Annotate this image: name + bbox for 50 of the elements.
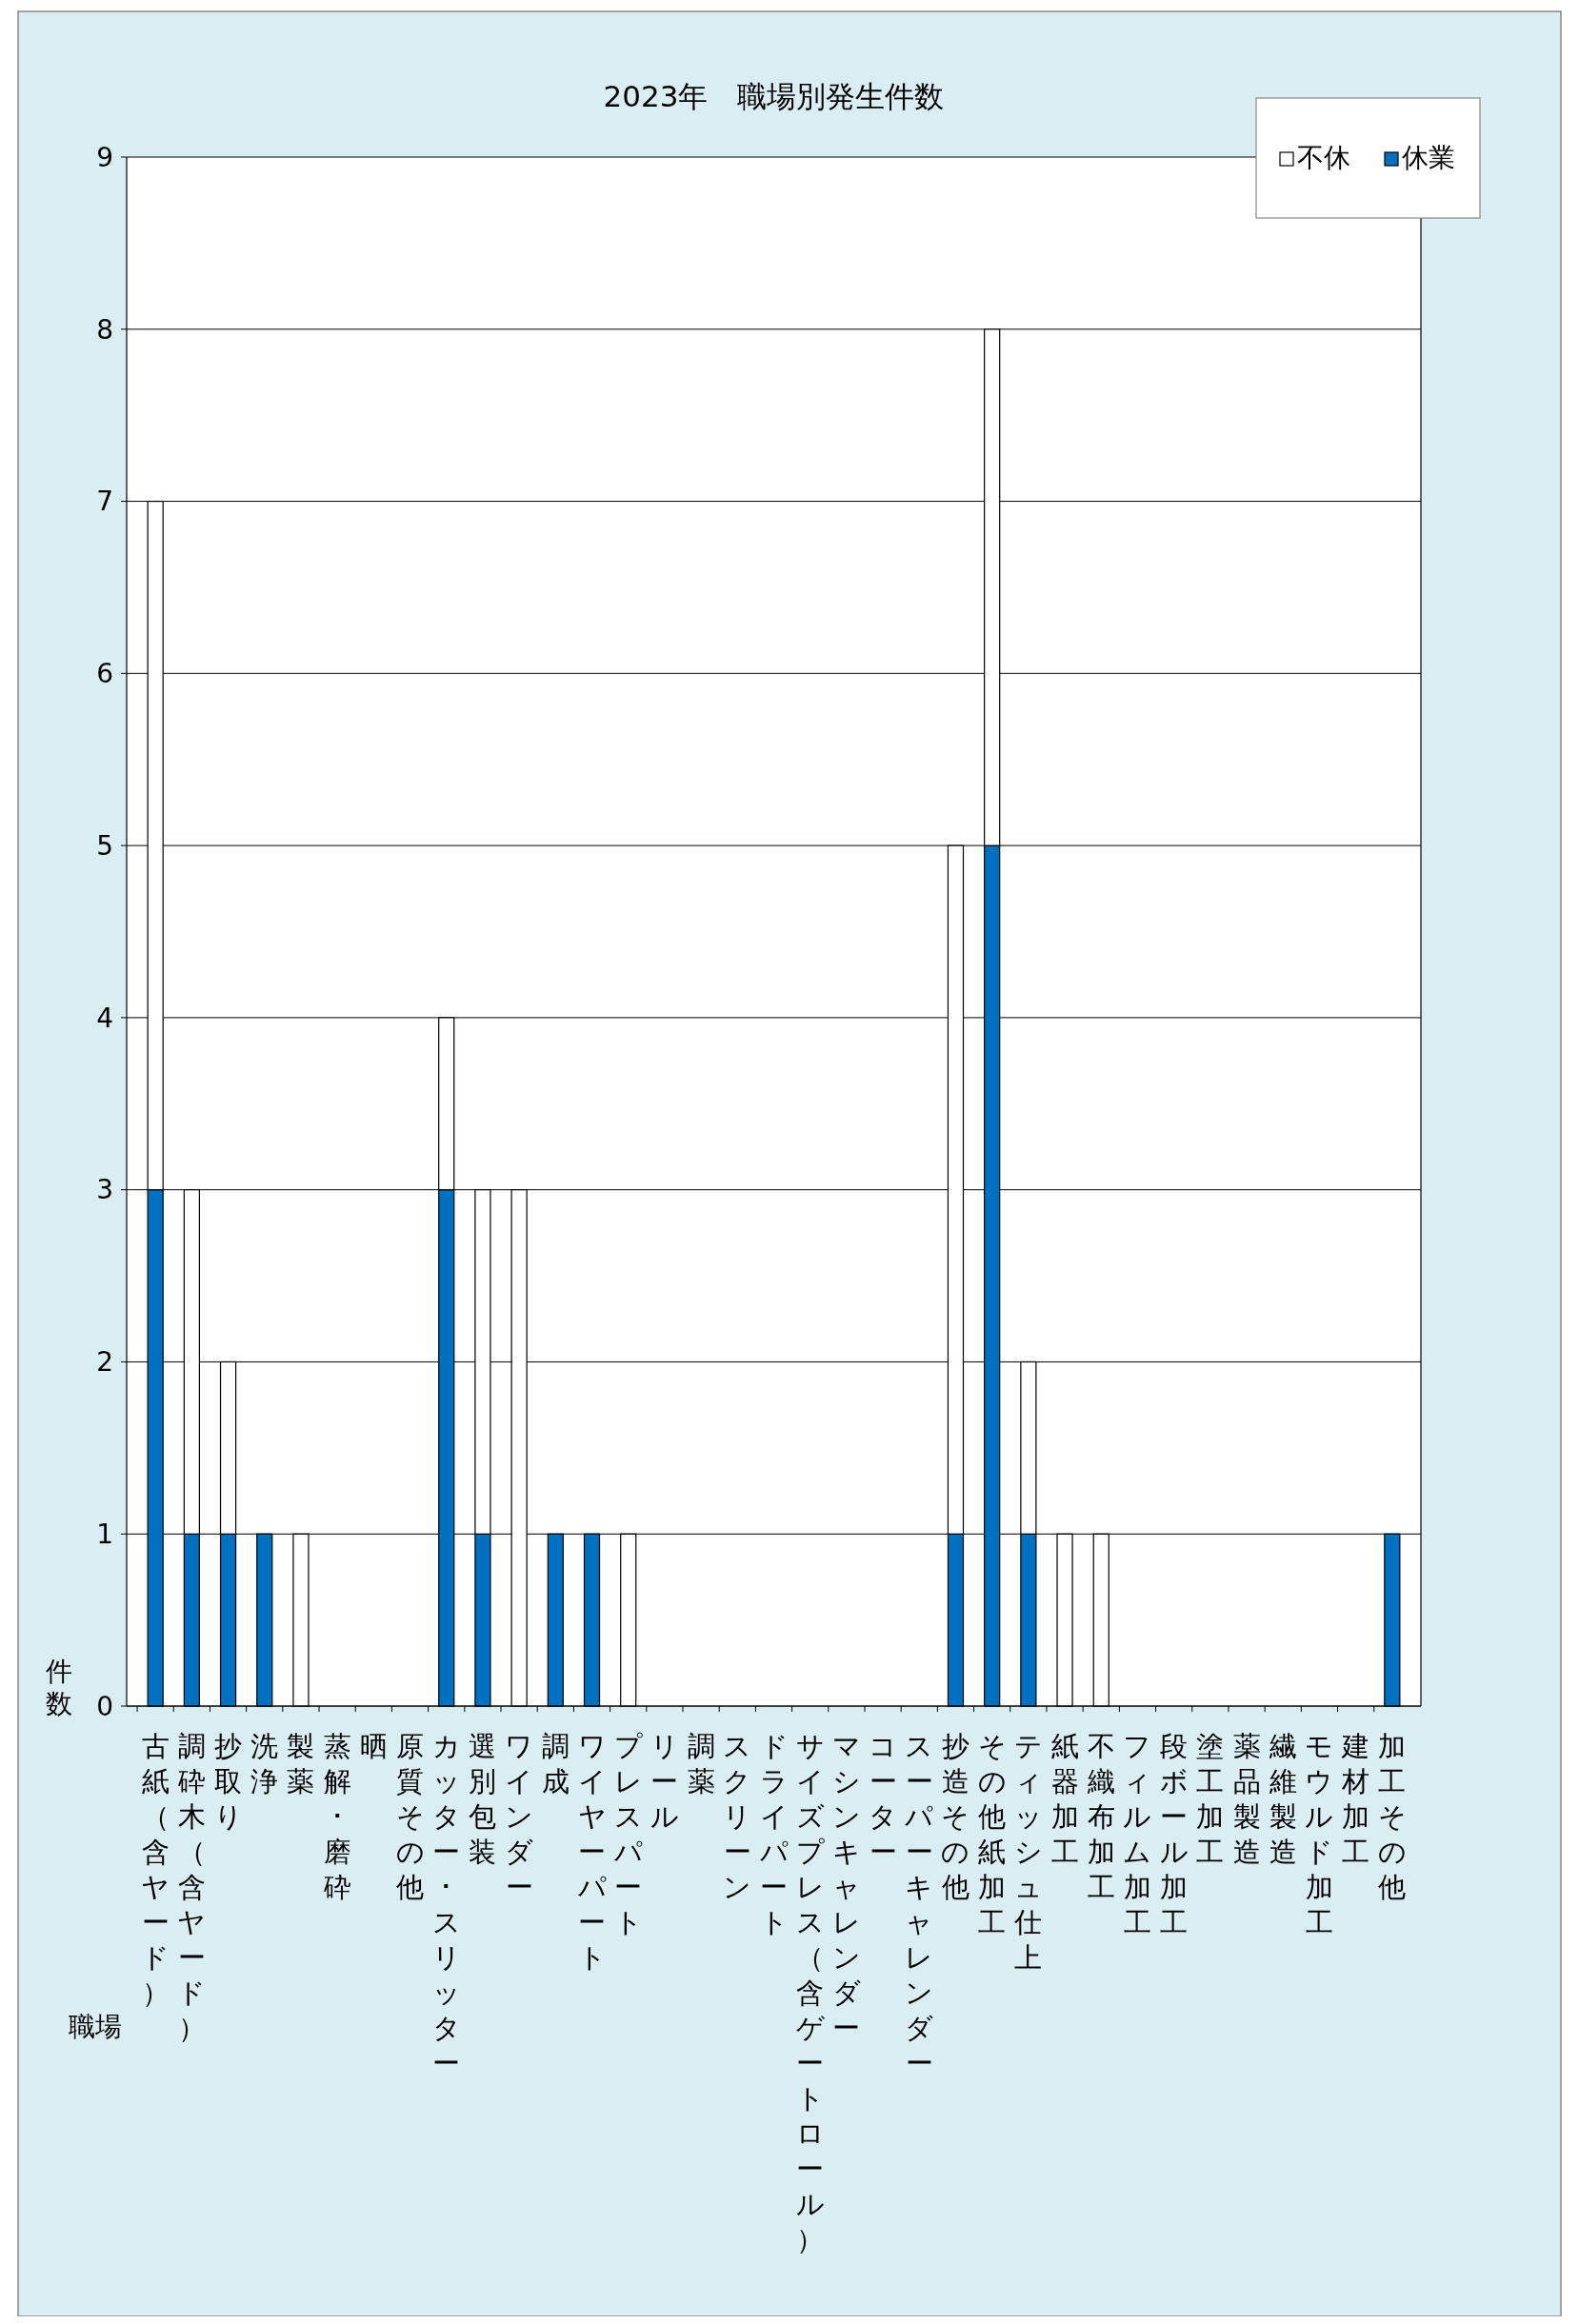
category-label: サイズプレス（含ゲートロール） bbox=[795, 1730, 825, 2255]
x-tick-label: 紙器加工 bbox=[1050, 1730, 1079, 1868]
y-tick-label: 1 bbox=[96, 1519, 113, 1551]
y-tick-label: 5 bbox=[96, 829, 113, 862]
category-label: カッター･スリッター bbox=[431, 1730, 461, 2079]
x-axis-title: 職場 bbox=[69, 2011, 122, 2042]
x-tick-label: ワインダー bbox=[505, 1730, 534, 1903]
x-tick-label: 段ボール加工 bbox=[1159, 1730, 1189, 1938]
y-tick-label: 4 bbox=[96, 1002, 113, 1034]
x-tick-label: 抄造その他 bbox=[941, 1730, 970, 1903]
x-tick-label: 加工その他 bbox=[1377, 1730, 1407, 1903]
x-tick-label: 原質その他 bbox=[395, 1730, 425, 1903]
x-tick-label: ティッシュ仕上 bbox=[1013, 1730, 1043, 1974]
x-tick-label: 選別包装 bbox=[469, 1730, 497, 1868]
y-tick-label: 8 bbox=[96, 313, 113, 346]
x-tick-label: モウルド加工 bbox=[1305, 1730, 1334, 1938]
x-tick-label: 製薬 bbox=[287, 1730, 315, 1798]
category-label: 調砕木（含ヤード） bbox=[177, 1730, 207, 2044]
x-tick-label: コーター bbox=[869, 1730, 898, 1868]
x-tick-label: ワイヤーパート bbox=[576, 1730, 607, 1974]
x-tick-label: 不織布加工 bbox=[1086, 1730, 1115, 1903]
category-label: スーパーキャレンダー bbox=[905, 1730, 934, 2079]
x-tick-label: 古紙（含ヤード） bbox=[141, 1730, 170, 2009]
x-tick-label: 塗工加工 bbox=[1196, 1730, 1225, 1868]
x-tick-label: 洗浄 bbox=[250, 1730, 279, 1798]
y-tick-label: 7 bbox=[96, 486, 113, 518]
x-tick-label: 抄取り bbox=[213, 1730, 243, 1833]
x-tick-label: スクリーン bbox=[723, 1730, 752, 1903]
category-label: マシンキャレンダー bbox=[831, 1730, 861, 2044]
y-tick-label: 3 bbox=[96, 1174, 113, 1206]
x-tick-label: 調薬 bbox=[687, 1730, 715, 1798]
x-tick-label: 蒸解･磨砕 bbox=[322, 1730, 351, 1903]
x-tick-label: 繊維製造 bbox=[1268, 1730, 1297, 1868]
y-tick-label: 0 bbox=[96, 1690, 113, 1722]
x-tick-label: 調成 bbox=[541, 1730, 570, 1798]
legend-label: 休業 bbox=[1402, 142, 1455, 173]
x-tick-label: フィルム加工 bbox=[1123, 1730, 1152, 1938]
x-tick-label: ドライパート bbox=[758, 1730, 789, 1938]
x-tick-label: リール bbox=[650, 1730, 679, 1833]
x-tick-label: 建材加工 bbox=[1341, 1730, 1370, 1868]
x-tick-label: その他紙加工 bbox=[977, 1730, 1007, 1938]
x-tick-label: プレスパート bbox=[612, 1730, 643, 1938]
y-axis-title: 件数 bbox=[46, 1656, 72, 1719]
y-tick-label: 6 bbox=[96, 658, 113, 690]
y-tick-label: 9 bbox=[96, 141, 113, 173]
chart-title: 2023年 職場別発生件数 bbox=[603, 79, 945, 113]
x-tick-label: 薬品製造 bbox=[1232, 1730, 1261, 1868]
x-tick-label: 晒 bbox=[359, 1730, 388, 1762]
legend-label: 不休 bbox=[1297, 142, 1350, 173]
y-tick-label: 2 bbox=[96, 1346, 113, 1379]
